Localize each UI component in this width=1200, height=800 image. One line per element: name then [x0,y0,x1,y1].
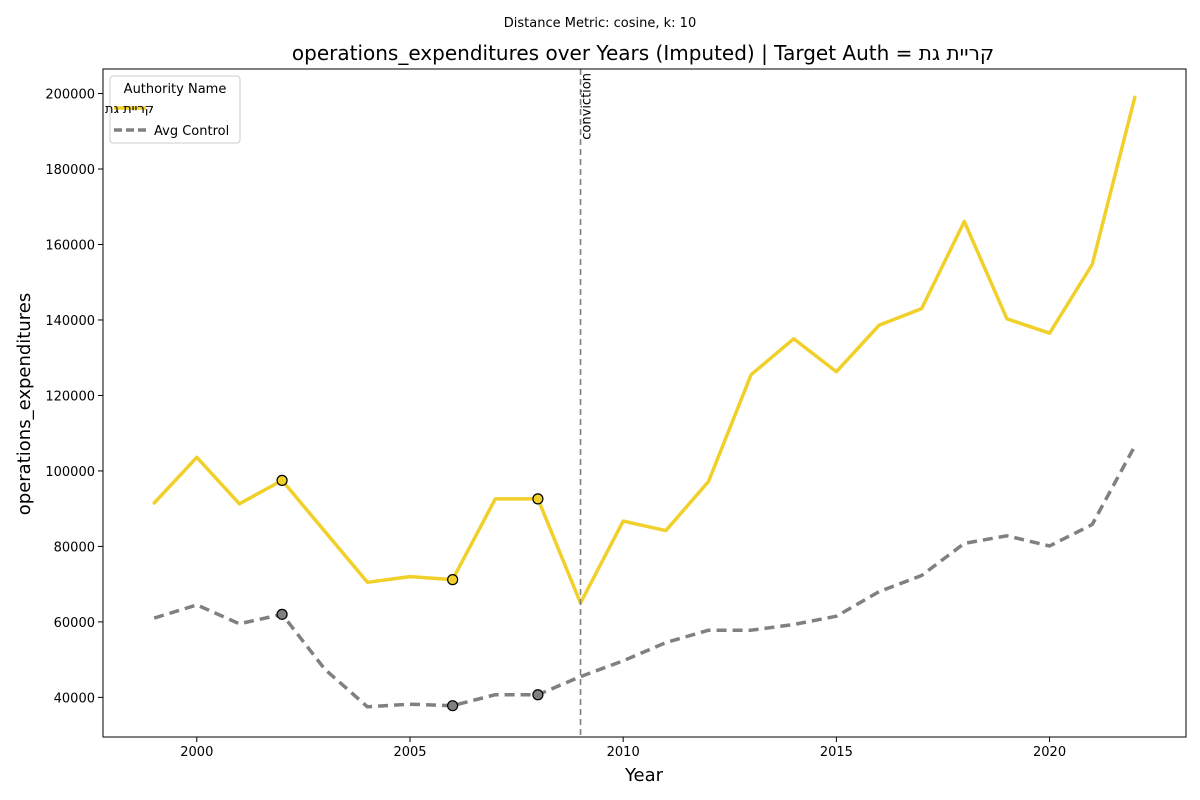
y-tick-label: 160000 [45,238,95,253]
series-line-avg-control [153,445,1137,709]
imputed-marker-avg-control [276,608,288,620]
y-tick-label: 120000 [45,389,95,404]
y-tick-label: 200000 [45,88,95,103]
x-tick-label: 2005 [393,745,426,760]
imputed-marker-target [276,474,288,486]
annotation-layer: conviction [580,69,595,737]
y-tick-label: 180000 [45,163,95,178]
imputed-marker-avg-control [532,689,544,701]
x-axis-label: Year [624,765,664,786]
imputed-marker-avg-control [447,700,459,712]
y-tick-label: 60000 [54,616,95,631]
x-tick-label: 2015 [820,745,853,760]
x-tick-label: 2020 [1033,745,1066,760]
chart-title: operations_expenditures over Years (Impu… [292,41,994,65]
legend: Authority Name קריית גת Avg Control [105,75,241,144]
plot-frame [102,68,1187,738]
annotation-label: conviction [580,73,595,140]
y-tick-label: 80000 [54,540,95,555]
imputed-marker-target [532,493,544,505]
axes-layer: 2000 2005 2010 2015 2020 40000 60000 80000 10000… [45,68,1187,760]
imputed-marker-target [447,574,459,586]
x-tick-label: 2000 [180,745,213,760]
y-tick-label: 100000 [45,465,95,480]
chart-suptitle: Distance Metric: cosine, k: 10 [504,16,696,31]
y-axis-label: operations_expenditures [14,293,35,515]
y-tick-label: 140000 [45,314,95,329]
legend-entry-target: קריית גת [105,102,154,117]
legend-entry-control: Avg Control [154,124,229,139]
legend-title: Authority Name [124,82,227,97]
y-tick-label: 40000 [54,691,95,706]
series-lines-layer [152,95,1137,709]
imputed-markers-layer [276,474,544,712]
legend-frame [109,75,241,144]
series-line-target [152,95,1137,605]
x-tick-label: 2010 [607,745,640,760]
